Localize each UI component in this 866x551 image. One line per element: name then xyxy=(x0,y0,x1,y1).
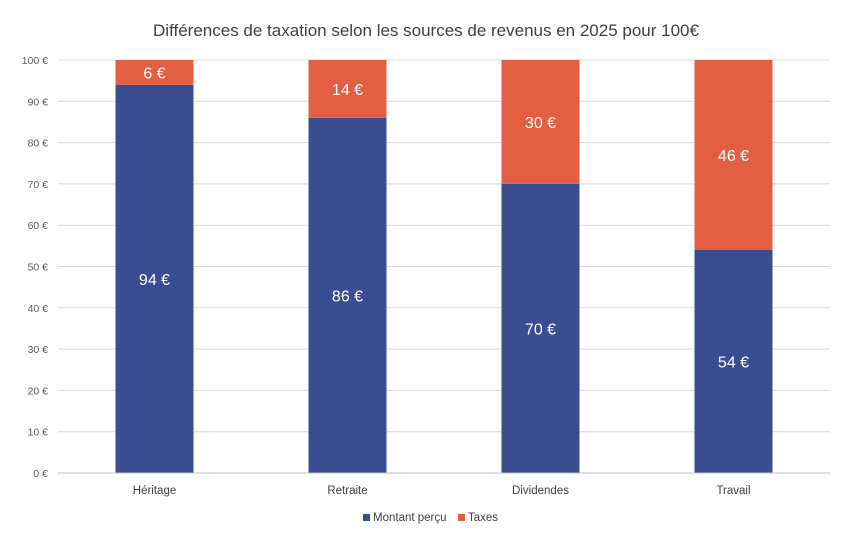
x-tick-label: Travail xyxy=(716,485,750,497)
x-tick-label: Héritage xyxy=(133,485,176,497)
y-tick-label: 100 € xyxy=(22,55,48,67)
legend-label: Taxes xyxy=(468,512,498,524)
x-tick-label: Dividendes xyxy=(512,485,569,497)
bar-taxes xyxy=(308,60,387,118)
data-label: 30 € xyxy=(525,115,556,132)
y-tick-label: 20 € xyxy=(28,385,49,397)
y-tick-label: 70 € xyxy=(28,179,49,191)
legend: Montant perçu Taxes xyxy=(363,512,498,524)
data-label: 6 € xyxy=(143,65,165,82)
bar-montant xyxy=(501,183,580,473)
bar-taxes xyxy=(115,60,194,85)
bar-montant xyxy=(308,117,387,473)
y-tick-label: 10 € xyxy=(28,427,49,439)
data-labels: 94 € 6 € 86 € 14 € 70 € 30 € 54 € 46 € xyxy=(139,65,749,371)
chart-title: Différences de taxation selon les source… xyxy=(153,21,699,40)
data-label: 70 € xyxy=(525,321,556,338)
data-label: 86 € xyxy=(332,288,363,305)
y-tick-label: 40 € xyxy=(28,303,49,315)
data-label: 14 € xyxy=(332,82,363,99)
y-tick-label: 90 € xyxy=(28,96,49,108)
y-tick-label: 80 € xyxy=(28,138,49,150)
legend-swatch xyxy=(458,514,465,521)
data-label: 94 € xyxy=(139,272,170,289)
bar-montant xyxy=(694,249,773,473)
y-tick-label: 0 € xyxy=(33,468,48,480)
bar-taxes xyxy=(501,60,580,184)
legend-label: Montant perçu xyxy=(373,512,447,524)
bar-taxes xyxy=(694,60,773,250)
x-axis-categories: Héritage Retraite Dividendes Travail xyxy=(133,485,751,497)
data-label: 46 € xyxy=(718,148,749,165)
legend-swatch xyxy=(363,514,370,521)
x-tick-label: Retraite xyxy=(327,485,367,497)
data-label: 54 € xyxy=(718,354,749,371)
y-axis-ticks: 0 € 10 € 20 € 30 € 40 € 50 € 60 € 70 € 80 € 90 € 1… xyxy=(22,55,48,480)
y-tick-label: 50 € xyxy=(28,262,49,274)
bars xyxy=(115,60,773,473)
y-tick-label: 60 € xyxy=(28,220,49,232)
y-tick-label: 30 € xyxy=(28,344,49,356)
bar-montant xyxy=(115,84,194,473)
